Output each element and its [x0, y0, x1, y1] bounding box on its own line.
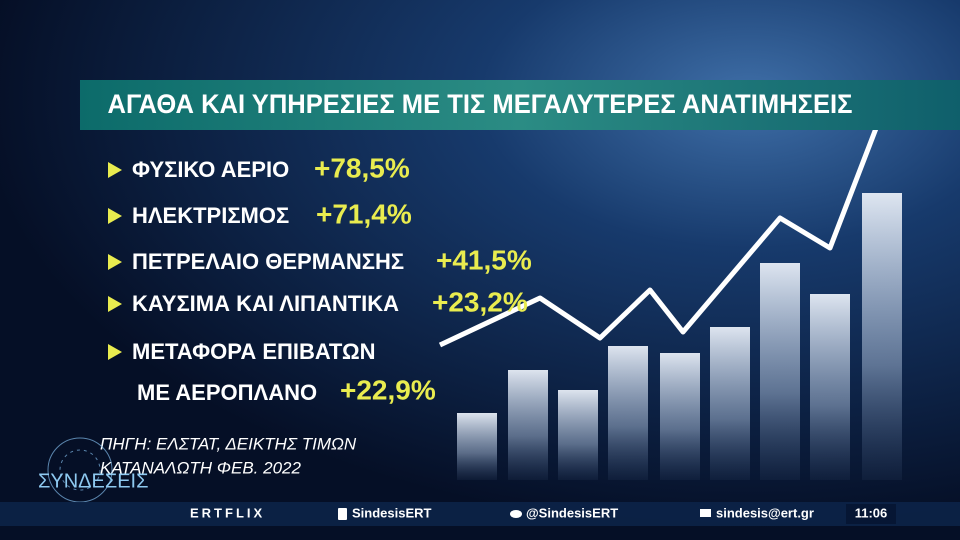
- trend-arrow: [438, 117, 883, 348]
- twitter: @SindesisERT: [526, 505, 618, 520]
- deco-bar: [508, 370, 548, 480]
- source-line: ΠΗΓΗ: ΕΛΣΤΑΤ, ΔΕΙΚΤΗΣ ΤΙΜΩΝ: [100, 434, 357, 453]
- clock-box: [846, 504, 896, 524]
- deco-bar: [760, 263, 800, 480]
- item-label: ΗΛΕΚΤΡΙΣΜΟΣ: [132, 203, 289, 228]
- item-label-line2: ΜΕ ΑΕΡΟΠΛΑΝΟ: [137, 380, 317, 405]
- item-label: ΦΥΣΙΚΟ ΑΕΡΙΟ: [132, 157, 289, 182]
- item-value: +22,9%: [340, 374, 436, 405]
- item-value: +71,4%: [316, 198, 412, 229]
- twitter-icon: [510, 510, 522, 518]
- item-value: +23,2%: [432, 286, 528, 317]
- title-bar: [80, 80, 960, 130]
- deco-bar: [608, 346, 648, 480]
- item-list: ΦΥΣΙΚΟ ΑΕΡΙΟ +78,5% ΗΛΕΚΤΡΙΣΜΟΣ +71,4% Π…: [108, 152, 532, 405]
- deco-bar: [558, 390, 598, 480]
- bullet: [108, 296, 122, 312]
- bullet: [108, 254, 122, 270]
- clock: 11:06: [855, 505, 888, 520]
- footer-bar: [0, 502, 960, 526]
- item-label: ΚΑΥΣΙΜΑ ΚΑΙ ΛΙΠΑΝΤΙΚΑ: [132, 291, 399, 316]
- facebook: SindesisERT: [352, 505, 432, 520]
- email: sindesis@ert.gr: [716, 505, 814, 520]
- email-icon: [700, 509, 711, 517]
- deco-bar: [660, 353, 700, 480]
- logo: ΣΥΝΔΕΣΕΙΣ: [38, 470, 148, 492]
- brand: ERTFLIX: [190, 505, 265, 520]
- item-value: +41,5%: [436, 244, 532, 275]
- bullet: [108, 344, 122, 360]
- deco-bar: [457, 413, 497, 480]
- bullet: [108, 208, 122, 224]
- source-line: ΚΑΤΑΝΑΛΩΤΗ ΦΕΒ. 2022: [100, 458, 301, 477]
- facebook-icon: [338, 508, 347, 520]
- deco-bar: [810, 294, 850, 480]
- item-label: ΠΕΤΡΕΛΑΙΟ ΘΕΡΜΑΝΣΗΣ: [132, 249, 404, 274]
- deco-bar: [862, 193, 902, 480]
- bullet: [108, 162, 122, 178]
- item-value: +78,5%: [314, 152, 410, 183]
- decorative-bars: [457, 193, 902, 480]
- deco-bar: [710, 327, 750, 480]
- title: ΑΓΑΘΑ ΚΑΙ ΥΠΗΡΕΣΙΕΣ ΜΕ ΤΙΣ ΜΕΓΑΛΥΤΕΡΕΣ Α…: [108, 89, 853, 119]
- item-label: ΜΕΤΑΦΟΡΑ ΕΠΙΒΑΤΩΝ: [132, 339, 376, 364]
